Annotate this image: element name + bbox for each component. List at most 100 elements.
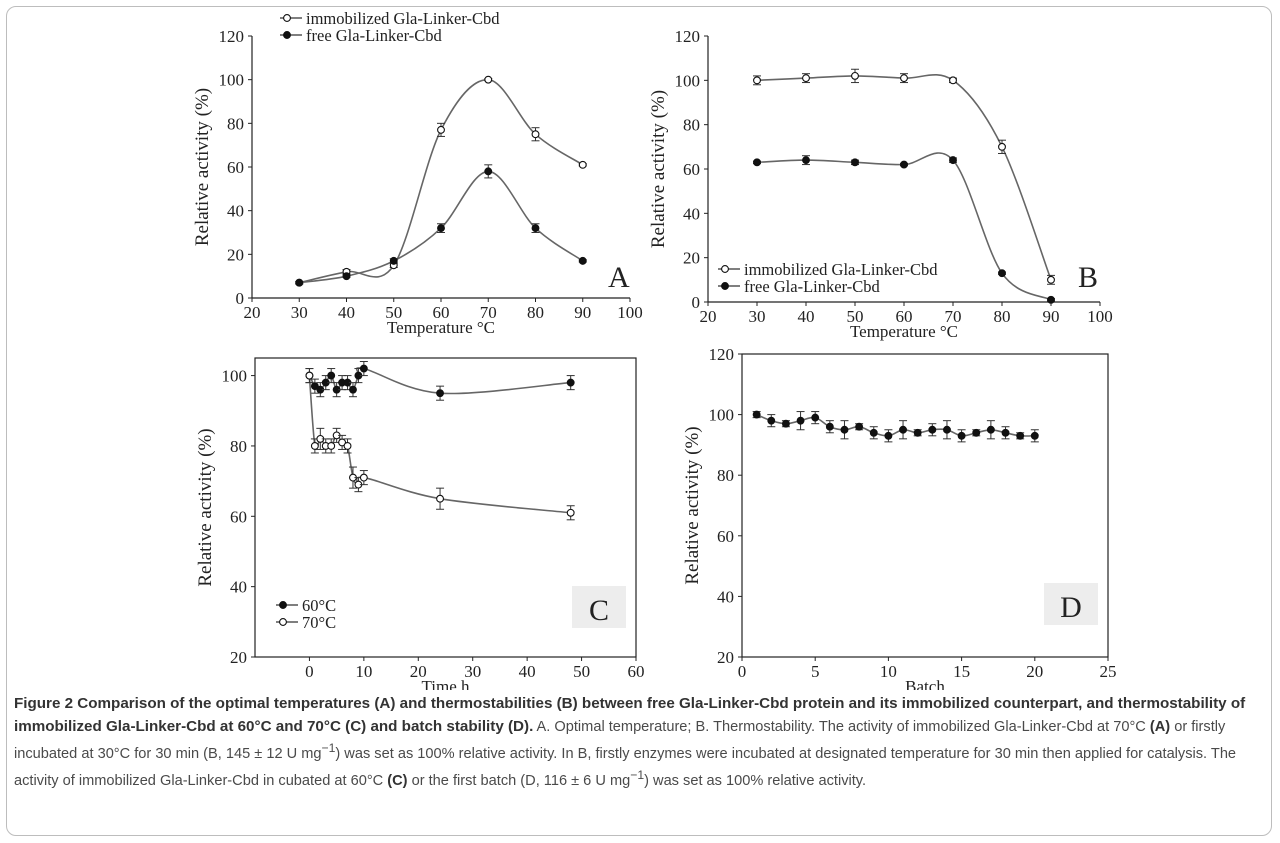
panel-a-data-point <box>578 160 587 169</box>
panel-d-data-point <box>752 410 761 419</box>
panel-b-legend-marker <box>721 265 729 273</box>
panel-d-data-point <box>840 425 849 434</box>
caption-text-3: ) was set as 100% relative activity. In … <box>14 745 1237 790</box>
panel-b-x-tick-label: 70 <box>945 307 962 326</box>
caption-ref-c: (C) <box>387 773 408 790</box>
panel-c-x-tick-label: 10 <box>355 662 372 681</box>
panel-c-y-tick-label: 60 <box>230 507 247 526</box>
panel-c-data-point <box>436 389 445 398</box>
panel-a-x-tick-label: 80 <box>527 303 544 322</box>
panel-a-y-tick-label: 20 <box>227 245 244 264</box>
panel-b-data-point <box>900 74 908 83</box>
panel-d-y-axis-label: Relative activity (%) <box>682 426 703 584</box>
panel-d-data-point <box>825 422 834 431</box>
panel-a-panel-letter: A <box>608 261 630 294</box>
panel-b-y-tick-label: 0 <box>692 293 701 312</box>
panel-b-data-point <box>851 158 859 167</box>
panel-c-legend-label: 60°C <box>302 596 336 615</box>
panel-d-data-point <box>781 419 790 428</box>
panel-c-data-point <box>338 438 347 447</box>
panel-b-series-1-line <box>756 74 1052 281</box>
panel-c-series-1 <box>305 361 575 401</box>
panel-b-legend-label: free Gla-Linker-Cbd <box>744 277 880 296</box>
panel-c-data-point <box>343 441 352 450</box>
panel-d-y-tick-label: 60 <box>717 527 734 546</box>
panel-d-data-point <box>796 416 805 425</box>
panel-b-x-tick-label: 100 <box>1087 307 1113 326</box>
panel-c-x-tick-label: 20 <box>410 662 427 681</box>
panel-c-panel-letter: C <box>589 594 609 627</box>
panel-b-y-tick-label: 100 <box>675 71 701 90</box>
panel-c-y-tick-label: 80 <box>230 437 247 456</box>
panel-b-x-tick-label: 40 <box>798 307 815 326</box>
panel-c-x-axis-label: Time h <box>421 677 470 690</box>
panel-c-data-point <box>349 385 357 394</box>
panel-b-y-tick-label: 20 <box>683 249 700 268</box>
panel-b-y-tick-label: 60 <box>683 160 700 179</box>
panel-b-series-1 <box>753 68 1055 285</box>
panel-c-x-tick-label: 0 <box>305 662 314 681</box>
panel-c-data-point <box>327 441 336 450</box>
caption-text-5: ) was set as 100% relative activity. <box>644 773 867 790</box>
panel-c-data-point <box>566 378 575 387</box>
panel-a-x-tick-label: 30 <box>291 303 308 322</box>
panel-d-data-point <box>899 425 907 434</box>
panel-d-data-point <box>884 431 893 440</box>
panel-b-y-tick-label: 40 <box>683 204 700 223</box>
panel-c-x-tick-label: 30 <box>464 662 481 681</box>
panel-c-data-point <box>359 473 368 482</box>
panel-c-y-axis-label: Relative activity (%) <box>195 428 216 586</box>
panel-d-data-point <box>767 416 776 425</box>
panel-a-data-point <box>437 224 445 233</box>
panel-c-y-tick-label: 100 <box>222 367 248 386</box>
panel-b-x-tick-label: 50 <box>847 307 864 326</box>
panel-a-y-axis-label: Relative activity (%) <box>192 88 213 246</box>
caption-unit-sup-2: −1 <box>630 768 645 783</box>
panel-c-x-tick-label: 50 <box>573 662 590 681</box>
panel-a-data-point <box>484 75 493 84</box>
panel-d-y-tick-label: 20 <box>717 648 734 667</box>
panel-d-data-point <box>986 425 995 434</box>
panel-b-x-tick-label: 20 <box>700 307 717 326</box>
caption-text-4: or the first batch (D, 116 ± 6 U mg <box>407 773 631 790</box>
panel-c-data-point <box>566 508 575 517</box>
figure-frame <box>6 6 1272 836</box>
panel-b-panel-letter: B <box>1078 261 1098 294</box>
panel-d-data-point <box>957 431 966 440</box>
panel-d-x-tick-label: 20 <box>1026 662 1043 681</box>
panel-d-y-tick-label: 80 <box>717 466 734 485</box>
panel-a-data-point <box>531 130 540 139</box>
caption-ref-a: (A) <box>1149 718 1171 735</box>
panel-c-data-point <box>327 371 336 380</box>
panel-a-x-tick-label: 50 <box>385 303 402 322</box>
panel-d-data-point <box>1030 431 1039 440</box>
panel-c-y-tick-label: 20 <box>230 648 247 667</box>
panel-d-data-point <box>943 425 951 434</box>
panel-d-data-point <box>928 425 937 434</box>
panel-d-data-point <box>855 422 864 431</box>
caption-text-1: A. Optimal temperature; B. Thermostabili… <box>533 718 1150 735</box>
panel-b-data-point <box>1047 275 1055 284</box>
panel-d-y-tick-label: 120 <box>709 345 735 364</box>
panel-c-x-tick-label: 60 <box>628 662 645 681</box>
panel-a-data-point <box>389 256 398 265</box>
panel-a-legend-label: immobilized Gla-Linker-Cbd <box>306 9 500 28</box>
panel-a-data-point <box>531 224 540 233</box>
panel-c-legend-label: 70°C <box>302 613 336 632</box>
panel-b: 20 30 40 50 60 70 80 90 100020406080100120Temper… <box>648 27 1113 341</box>
figure-caption: Figure 2 Comparison of the optimal tempe… <box>14 693 1269 793</box>
panel-d-panel-letter: D <box>1060 591 1082 624</box>
panel-d-y-tick-label: 100 <box>709 406 735 425</box>
panel-a-y-tick-label: 100 <box>219 71 245 90</box>
panel-d-series-1 <box>752 410 1039 443</box>
panel-a-data-point <box>295 278 304 287</box>
panel-c-letter-box <box>572 586 626 628</box>
panel-d-x-tick-label: 15 <box>953 662 970 681</box>
panel-d-x-axis-label: Batch <box>905 677 945 690</box>
panel-a-x-tick-label: 70 <box>480 303 497 322</box>
panel-a-y-tick-label: 60 <box>227 158 244 177</box>
panel-d-x-tick-label: 5 <box>811 662 820 681</box>
panel-a-x-tick-label: 100 <box>617 303 643 322</box>
panel-b-y-axis-label: Relative activity (%) <box>648 90 669 248</box>
panel-c-data-point <box>359 364 368 373</box>
